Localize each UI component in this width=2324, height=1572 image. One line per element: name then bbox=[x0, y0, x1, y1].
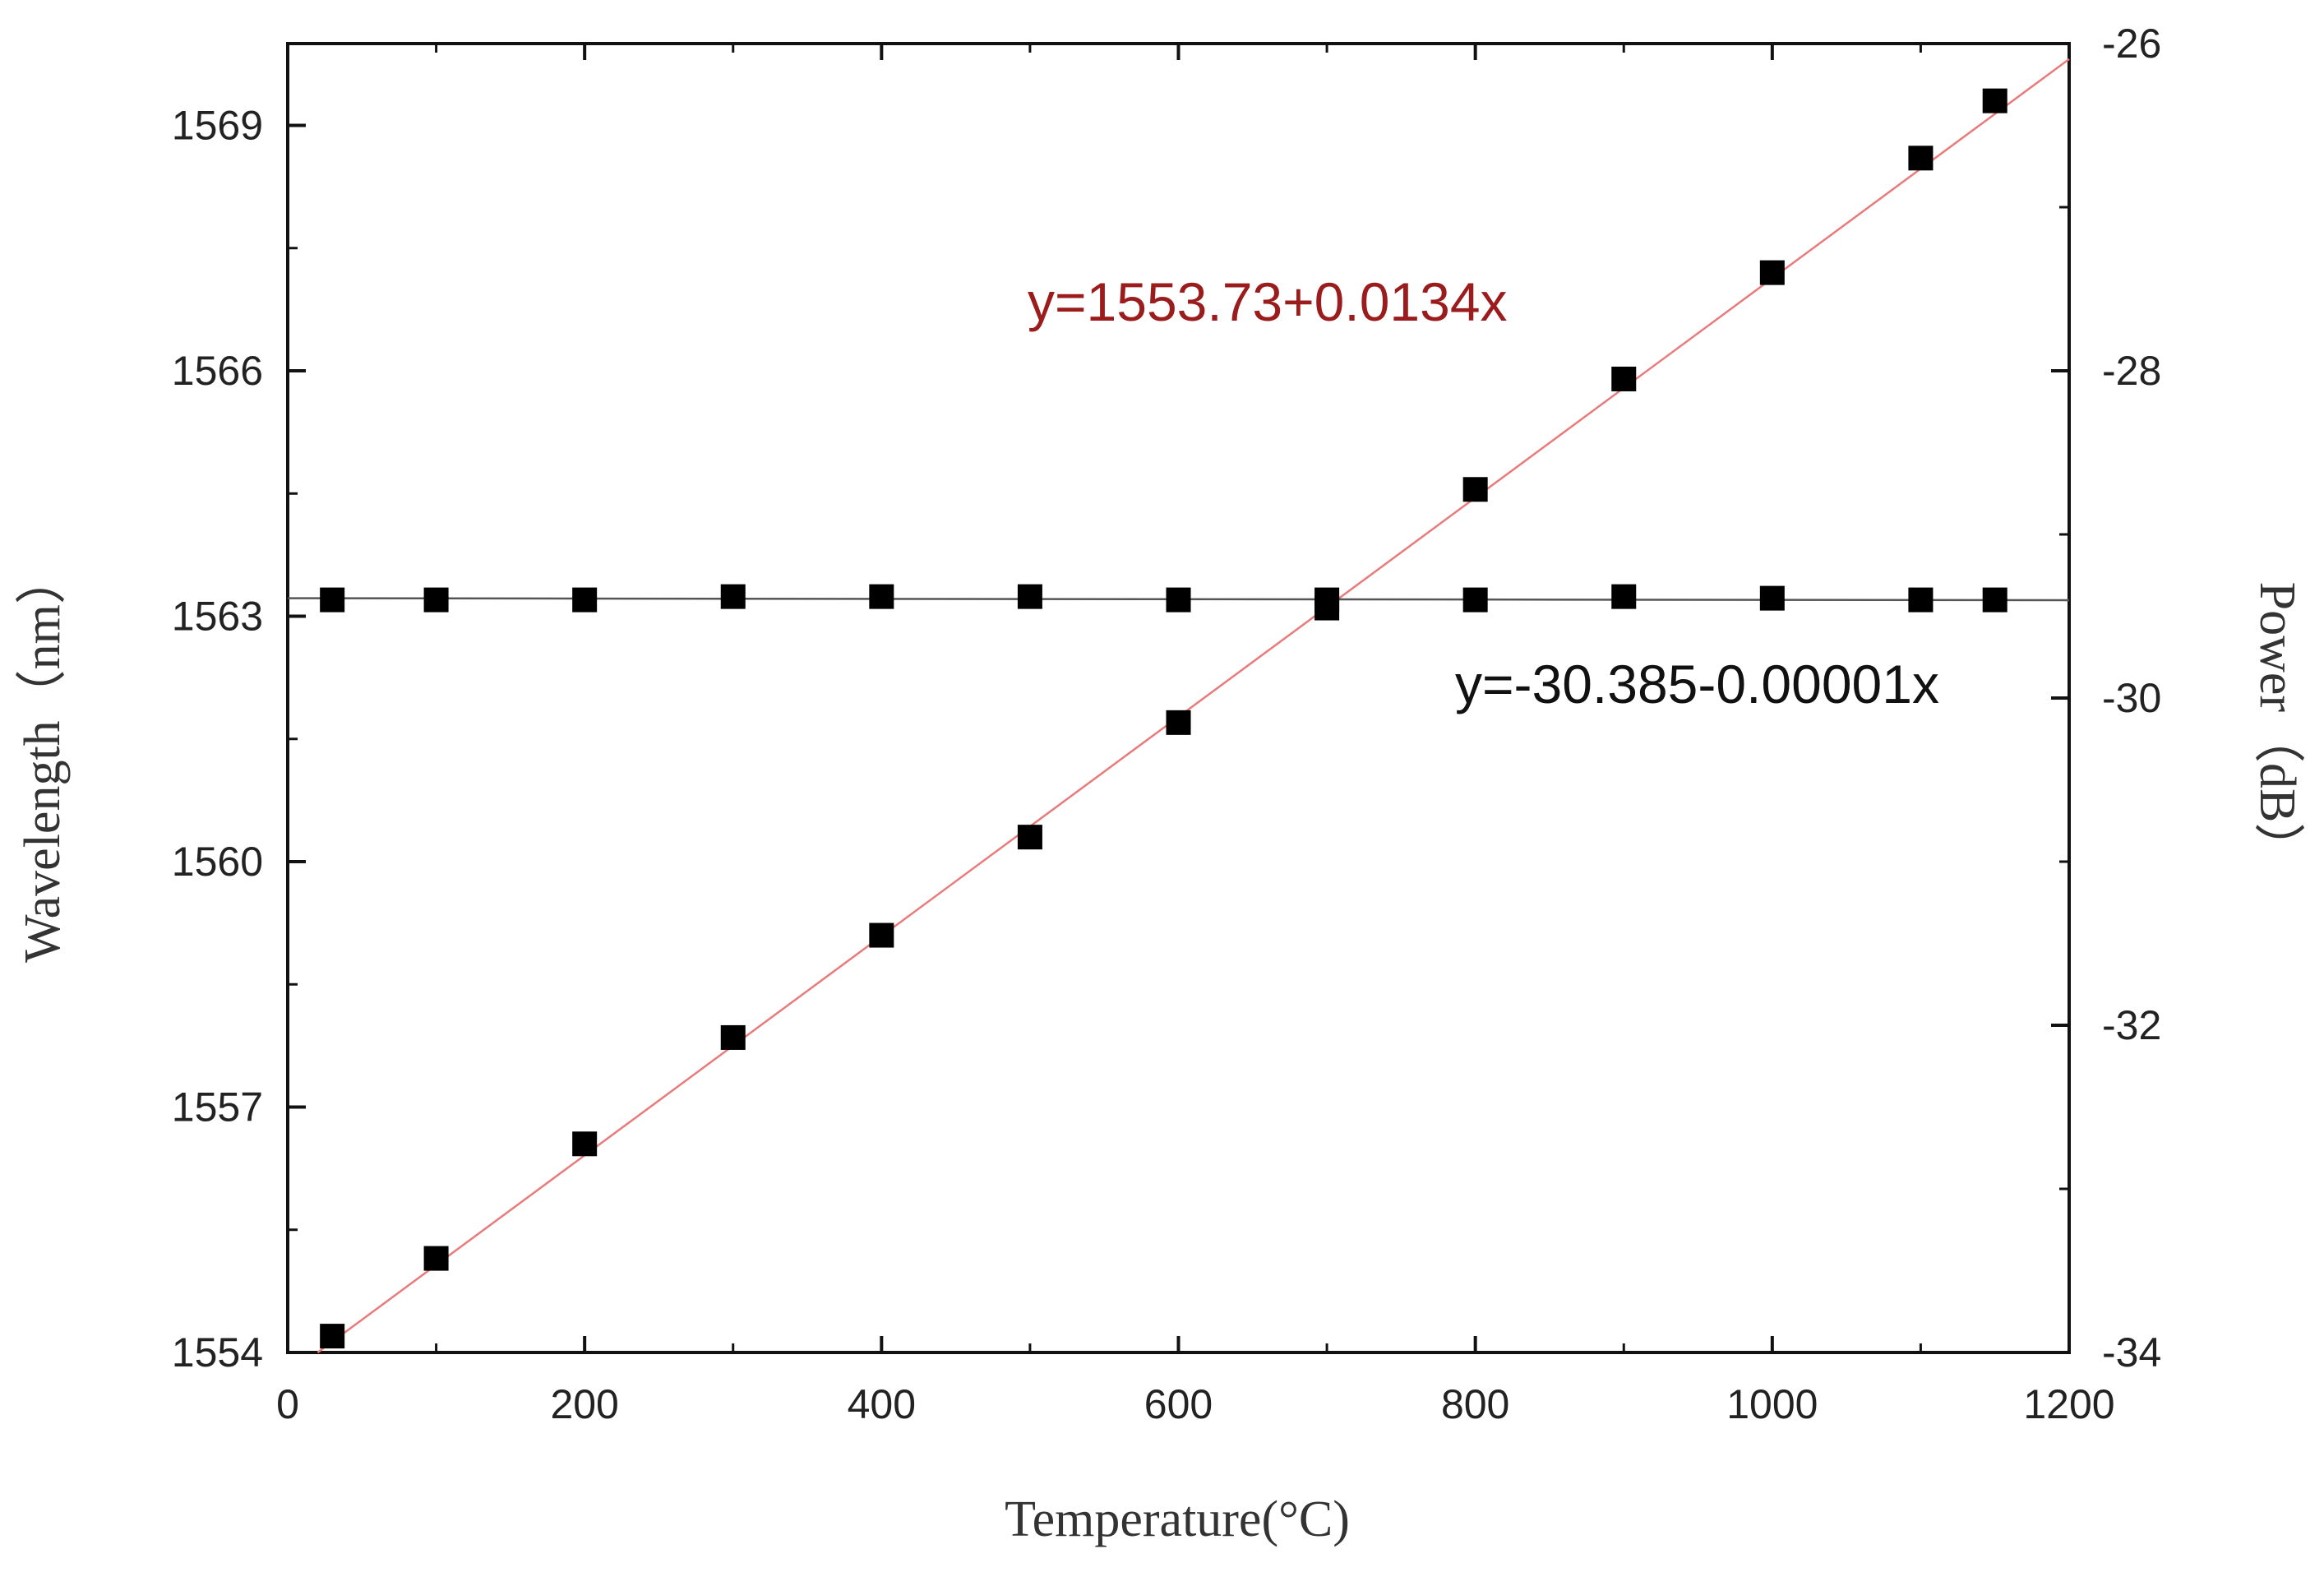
y-left-tick-label: 1554 bbox=[172, 1329, 263, 1376]
y-right-tick-label: -26 bbox=[2102, 21, 2161, 67]
wavelength-point bbox=[1166, 710, 1191, 735]
wavelength-point bbox=[1611, 366, 1637, 391]
y-right-tick-label: -30 bbox=[2102, 675, 2161, 721]
x-tick-label: 1200 bbox=[2023, 1381, 2114, 1427]
data-points bbox=[320, 88, 2008, 1349]
x-axis-title: Temperature(°C) bbox=[1005, 1491, 1350, 1547]
power-point bbox=[1017, 584, 1042, 609]
wavelength-point bbox=[1314, 595, 1340, 621]
power-point bbox=[423, 587, 449, 613]
wavelength-point bbox=[1982, 88, 2008, 113]
y-left-tick-label: 1569 bbox=[172, 103, 263, 149]
y-left-tick-label: 1563 bbox=[172, 594, 263, 640]
power-point bbox=[1166, 587, 1191, 613]
axis-ticks: 0 200 400 600 800 1000 1200 1554 1557 1560 1563 156… bbox=[172, 21, 2162, 1427]
power-fit-equation: y=-30.385-0.00001x bbox=[1455, 654, 1939, 714]
y-left-tick-label: 1557 bbox=[172, 1084, 263, 1130]
wavelength-point bbox=[1759, 260, 1785, 285]
wavelength-point bbox=[1462, 477, 1488, 502]
x-tick-label: 400 bbox=[848, 1381, 916, 1427]
x-tick-label: 800 bbox=[1441, 1381, 1509, 1427]
power-point bbox=[720, 584, 746, 609]
wavelength-point bbox=[1017, 825, 1042, 850]
wavelength-point bbox=[572, 1131, 598, 1157]
wavelength-point bbox=[1908, 146, 1934, 171]
x-tick-label: 200 bbox=[550, 1381, 618, 1427]
power-point bbox=[1982, 587, 2008, 613]
power-point bbox=[1759, 585, 1785, 611]
wavelength-point bbox=[423, 1246, 449, 1271]
power-point bbox=[1611, 584, 1637, 609]
y-right-tick-label: -32 bbox=[2102, 1002, 2161, 1048]
wavelength-fit-equation: y=1553.73+0.0134x bbox=[1028, 271, 1508, 332]
power-point bbox=[572, 587, 598, 613]
power-point bbox=[869, 584, 894, 609]
x-tick-label: 600 bbox=[1144, 1381, 1213, 1427]
power-point bbox=[320, 587, 345, 613]
right-y-axis-title: Power（dB） bbox=[2249, 582, 2305, 874]
y-right-tick-label: -28 bbox=[2102, 348, 2161, 394]
y-left-tick-label: 1560 bbox=[172, 839, 263, 885]
x-tick-label: 1000 bbox=[1726, 1381, 1818, 1427]
power-point bbox=[1462, 587, 1488, 613]
power-point bbox=[1908, 587, 1934, 613]
wavelength-point bbox=[720, 1024, 746, 1050]
wavelength-point bbox=[869, 922, 894, 948]
y-left-tick-label: 1566 bbox=[172, 348, 263, 394]
y-right-tick-label: -34 bbox=[2102, 1329, 2161, 1376]
wavelength-point bbox=[320, 1324, 345, 1349]
x-tick-label: 0 bbox=[276, 1381, 299, 1427]
left-y-axis-title: Wavelength（nm） bbox=[15, 553, 71, 963]
